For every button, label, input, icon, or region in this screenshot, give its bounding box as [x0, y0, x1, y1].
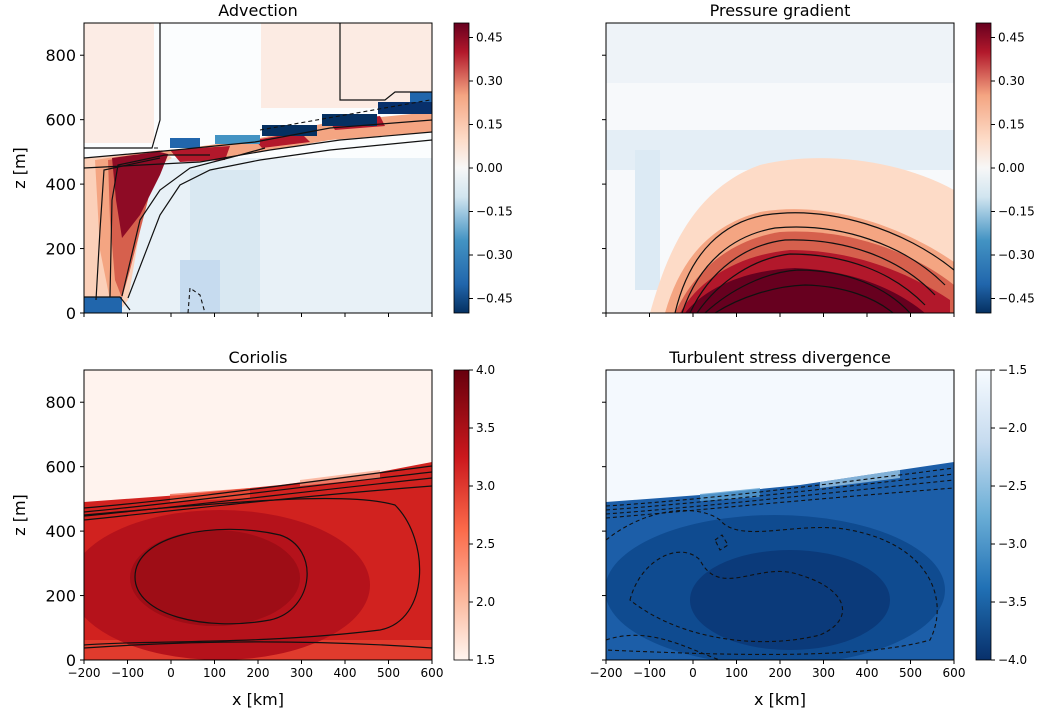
colorbar-tick-label: −0.15 — [998, 205, 1035, 219]
colorbar-tick-label: 0.30 — [476, 74, 503, 88]
y-axis-label-top: z [m] — [10, 147, 29, 189]
colorbar-tick-label: −0.45 — [476, 292, 513, 306]
colorbar-tick-label: −2.0 — [998, 421, 1027, 435]
x-tick-label: 400 — [856, 666, 879, 680]
colorbar-tick-label: 0.45 — [998, 31, 1025, 45]
x-tick-label: 200 — [247, 666, 270, 680]
colorbar-tick-label: 1.5 — [476, 653, 495, 667]
panel-title: Coriolis — [229, 348, 288, 367]
colorbar-tick-label: 0.45 — [476, 31, 503, 45]
colorbar-tick-label: 4.0 — [476, 363, 495, 377]
y-tick-label: 600 — [45, 458, 76, 477]
y-tick-label: 200 — [45, 587, 76, 606]
colorbar-tick-label: 3.0 — [476, 479, 495, 493]
x-tick-label: 500 — [899, 666, 922, 680]
x-tick-label: 600 — [943, 666, 966, 680]
colorbar: 4.0 3.5 3.0 2.5 2.0 1.5 — [453, 363, 495, 667]
x-tick-label: 100 — [725, 666, 748, 680]
axis-ticks: 0 200 400 600 800 −200 −100 0 100 200 300 400 500 600… — [45, 46, 965, 680]
y-tick-label: 400 — [45, 522, 76, 541]
colorbar-tick-label: −0.30 — [998, 248, 1035, 262]
colorbar-tick-label: −0.45 — [998, 292, 1035, 306]
y-axis-label-bottom: z [m] — [10, 494, 29, 536]
panel-title: Turbulent stress divergence — [668, 348, 891, 367]
colorbar-ticks: 0.45 0.30 0.15 0.00 −0.15 −0.30 −0.45 — [991, 31, 1035, 306]
y-tick-label: 0 — [66, 304, 76, 323]
colorbar-tick-label: −2.5 — [998, 479, 1027, 493]
x-tick-label: −200 — [590, 666, 623, 680]
colorbar-tick-label: 0.15 — [998, 118, 1025, 132]
x-tick-label: 0 — [167, 666, 175, 680]
x-tick-label: 200 — [769, 666, 792, 680]
y-tick-label: 200 — [45, 240, 76, 259]
panel-pressure-gradient: Pressure gradient 0.450.300.1 — [605, 1, 1035, 314]
colorbar-tick-label: −4.0 — [998, 653, 1027, 667]
colorbar-tick-label: 2.5 — [476, 537, 495, 551]
colorbar-tick-label: 0.00 — [476, 161, 503, 175]
x-tick-label: 0 — [689, 666, 697, 680]
y-tick-label: 800 — [45, 46, 76, 65]
y-tick-label: 600 — [45, 111, 76, 130]
colorbar: −1.5 −2.0 −2.5 −3.0 −3.5 −4.0 — [975, 363, 1027, 667]
x-tick-label: 600 — [421, 666, 444, 680]
heatmap-field — [606, 370, 954, 660]
colorbar-tick-label: 2.0 — [476, 595, 495, 609]
x-tick-label: −200 — [68, 666, 101, 680]
x-tick-label: −100 — [111, 666, 144, 680]
colorbar-tick-label: −3.0 — [998, 537, 1027, 551]
panel-advection: Advection — [83, 1, 513, 314]
x-tick-label: −100 — [633, 666, 666, 680]
colorbar-tick-label: 3.5 — [476, 421, 495, 435]
panel-coriolis: Coriolis 4.0 3.5 3.0 2.5 2.0 1.5 — [83, 348, 495, 667]
x-tick-label: 400 — [334, 666, 357, 680]
x-tick-label: 500 — [377, 666, 400, 680]
panel-title: Advection — [218, 1, 298, 20]
colorbar-tick-label: −0.15 — [476, 205, 513, 219]
colorbar-tick-label: −3.5 — [998, 595, 1027, 609]
heatmap-field — [606, 23, 954, 313]
x-tick-label: 100 — [203, 666, 226, 680]
colorbar-ticks: −1.5 −2.0 −2.5 −3.0 −3.5 −4.0 — [991, 363, 1027, 667]
x-axis-label-right: x [km] — [754, 690, 806, 709]
colorbar-tick-label: 0.00 — [998, 161, 1025, 175]
colorbar-tick-label: −0.30 — [476, 248, 513, 262]
heatmap-field — [84, 370, 432, 660]
colorbar-tick-label: −1.5 — [998, 363, 1027, 377]
y-tick-label: 0 — [66, 651, 76, 670]
x-axis-label-left: x [km] — [232, 690, 284, 709]
panel-turbulent-stress: Turbulent stress divergence −1.5−2.0−2. — [605, 348, 1027, 667]
colorbar: 0.45 0.30 0.15 0.00 −0.15 −0.30 −0.45 — [453, 22, 513, 314]
colorbar-ticks: 4.0 3.5 3.0 2.5 2.0 1.5 — [469, 363, 495, 667]
colorbar-tick-label: 0.15 — [476, 118, 503, 132]
colorbar-tick-label: 0.30 — [998, 74, 1025, 88]
y-tick-label: 800 — [45, 393, 76, 412]
panel-title: Pressure gradient — [710, 1, 851, 20]
x-tick-label: 300 — [290, 666, 313, 680]
heatmap-field — [84, 23, 432, 313]
colorbar: 0.45 0.30 0.15 0.00 −0.15 −0.30 −0.45 — [975, 22, 1035, 314]
x-tick-label: 300 — [812, 666, 835, 680]
y-tick-label: 400 — [45, 175, 76, 194]
colorbar-ticks: 0.45 0.30 0.15 0.00 −0.15 −0.30 −0.45 — [469, 31, 513, 306]
